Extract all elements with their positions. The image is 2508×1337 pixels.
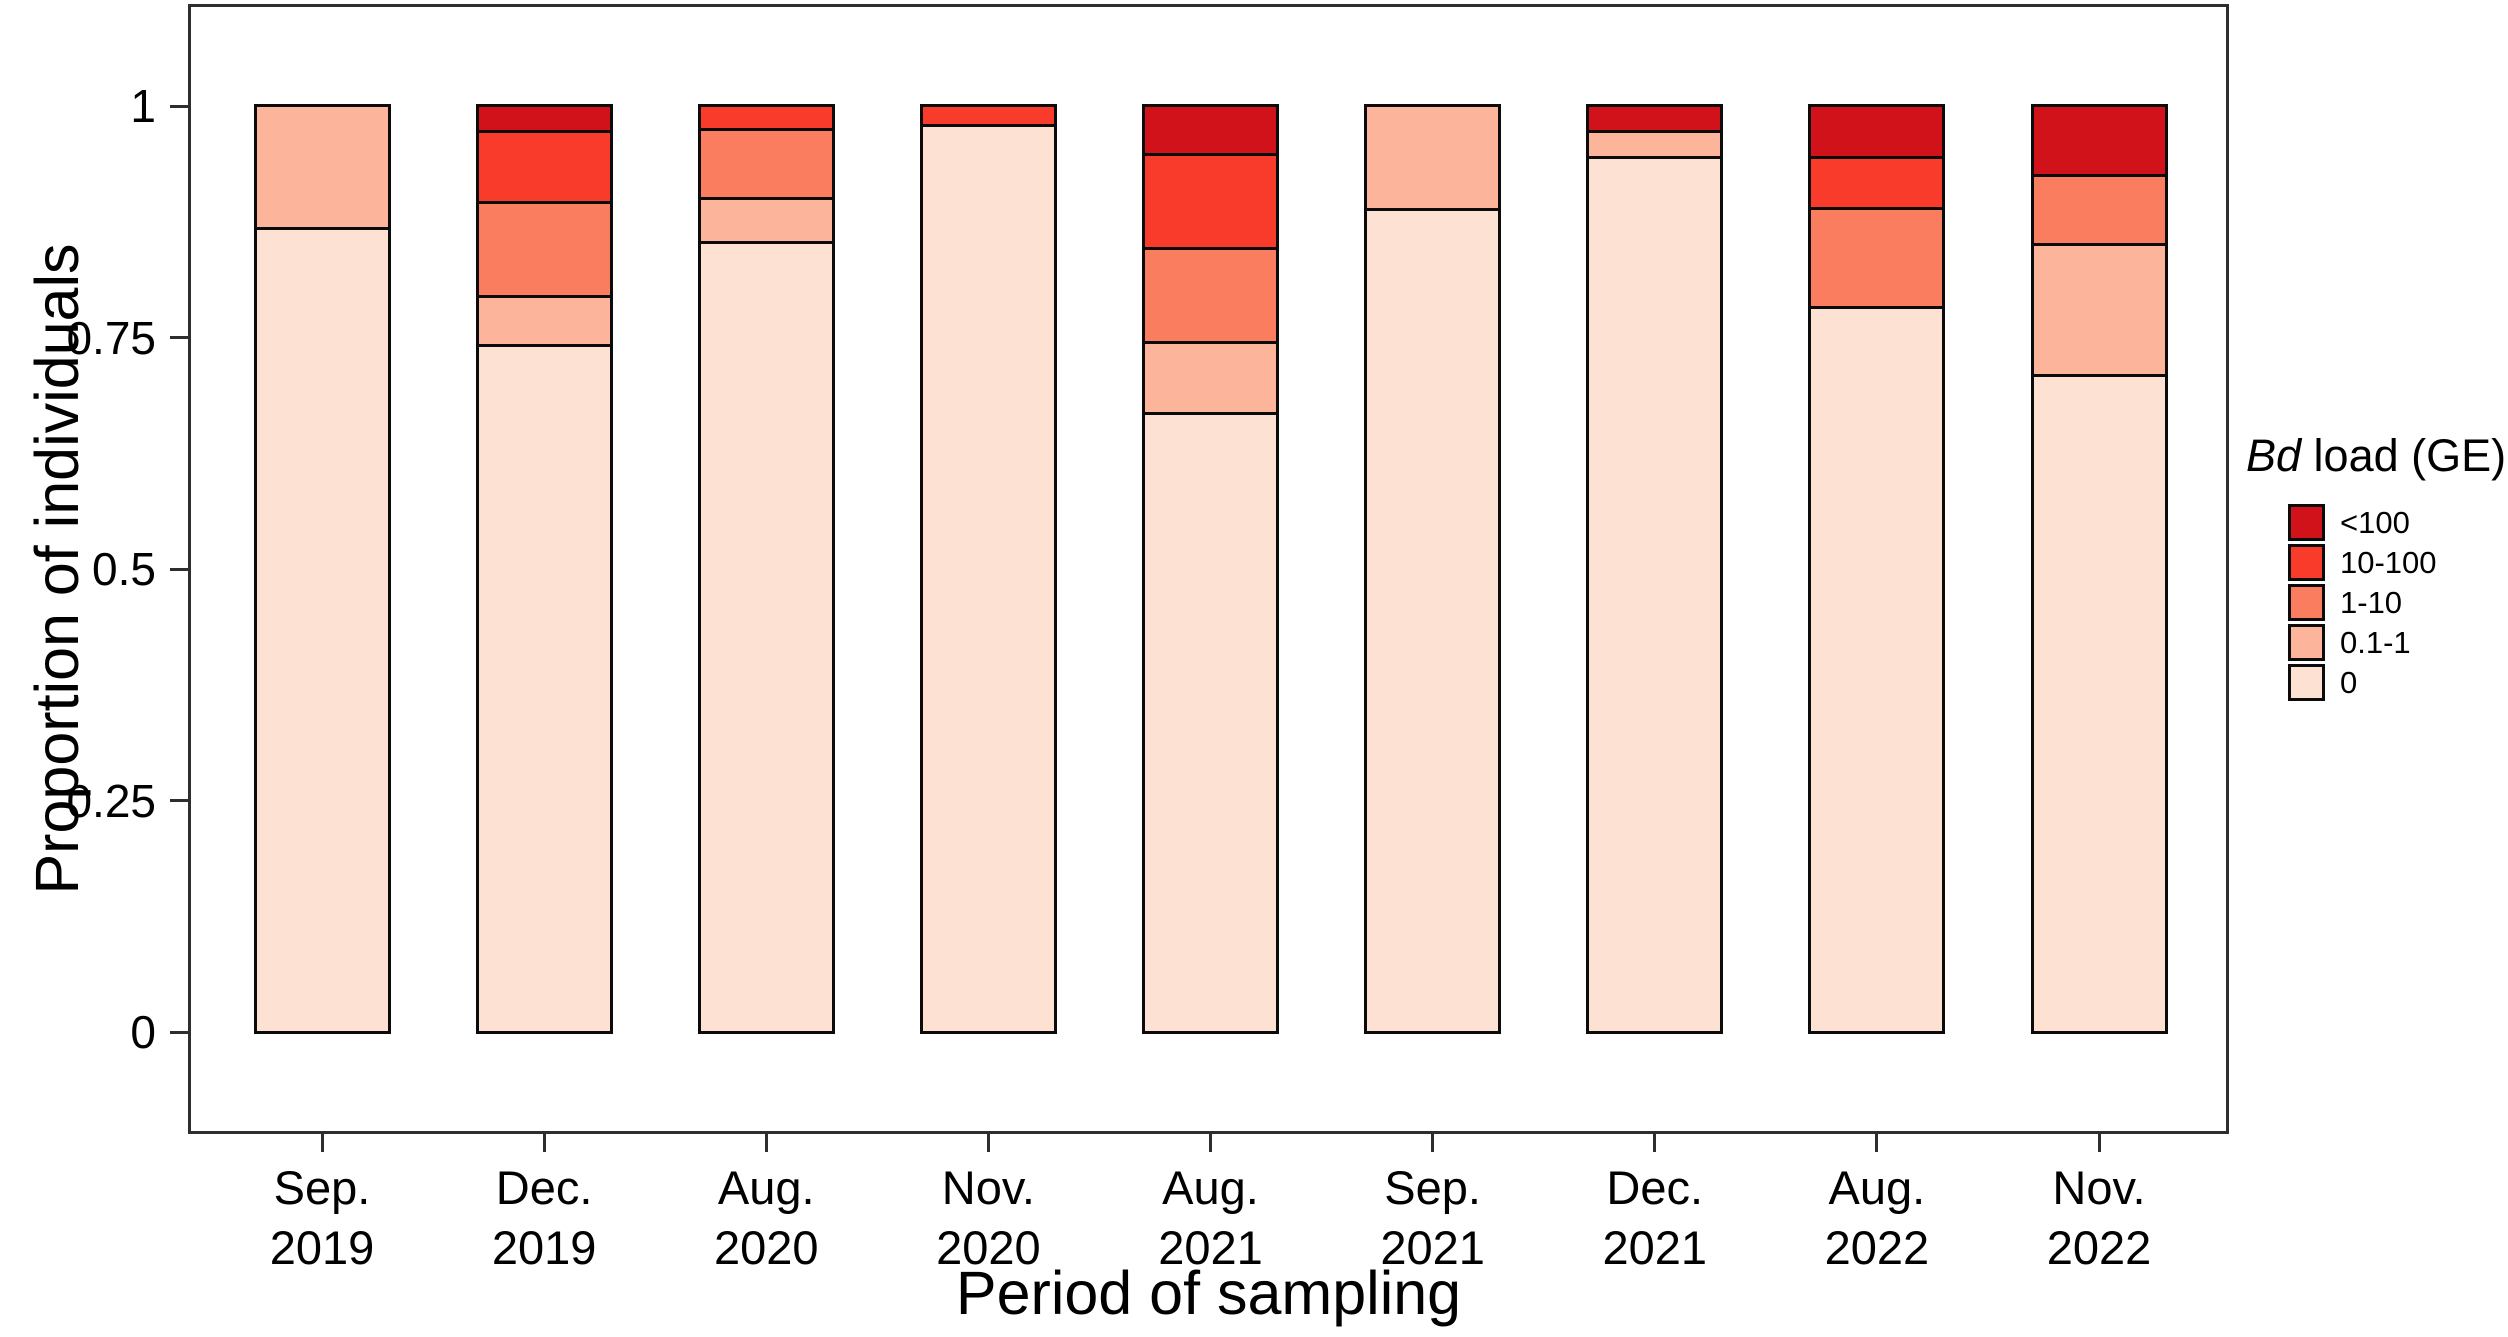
y-axis-tick: [170, 104, 188, 108]
bar-segment: [1589, 107, 1721, 133]
legend-title-italic: Bd: [2246, 430, 2302, 481]
bar-segment: [256, 107, 388, 230]
x-axis-tick: [1653, 1134, 1657, 1152]
bar-segment: [478, 298, 610, 347]
bar-segment: [1145, 344, 1276, 416]
legend-title: Bd load (GE): [2246, 432, 2506, 480]
bar-segment: [700, 244, 832, 1031]
y-tick-label: 1: [130, 80, 156, 132]
bar-segment: [478, 204, 610, 299]
legend-item-label: <100: [2340, 505, 2410, 540]
bar-segment: [2033, 245, 2165, 377]
x-tick-label: Nov. 2022: [2046, 1161, 2152, 1274]
legend-swatch: [2288, 584, 2325, 621]
bar-segment: [1367, 107, 1499, 212]
stacked-bar: [253, 104, 391, 1034]
bar-segment: [922, 126, 1054, 1031]
x-axis-tick: [1209, 1134, 1212, 1152]
x-tick-label: Sep. 2019: [269, 1161, 375, 1274]
bar-segment: [1811, 107, 1943, 159]
x-tick-label: Nov. 2020: [936, 1161, 1041, 1274]
stacked-bar: [1586, 104, 1724, 1034]
y-tick-label: 0.25: [66, 774, 156, 827]
bar-segment: [1589, 158, 1721, 1031]
x-axis-tick: [320, 1134, 324, 1152]
bar-segment: [700, 131, 832, 200]
legend: Bd load (GE) <100 10-100 1-10 0.1-1 0: [2246, 432, 2506, 701]
y-tick-label: 0.5: [92, 543, 156, 595]
bar-segment: [1811, 210, 1943, 310]
stacked-bar: [1808, 104, 1946, 1034]
legend-item: 0: [2288, 664, 2506, 701]
bar-segment: [478, 132, 610, 205]
legend-title-rest: load (GE): [2301, 430, 2507, 481]
legend-item: <100: [2288, 504, 2506, 541]
legend-item-label: 0.1-1: [2340, 625, 2411, 660]
x-tick-label: Aug. 2021: [1158, 1161, 1263, 1274]
stacked-bar: [475, 104, 613, 1034]
bar-segment: [2033, 107, 2165, 177]
legend-swatch: [2288, 664, 2325, 701]
stacked-bar: [1142, 104, 1279, 1034]
stacked-bar: [1364, 104, 1502, 1034]
bar-segment: [1145, 155, 1276, 250]
bar-segment: [1145, 249, 1276, 344]
bar-segment: [1367, 211, 1499, 1031]
legend-item: 10-100: [2288, 544, 2506, 581]
bar-segment: [1811, 309, 1943, 1031]
stacked-bar: [919, 104, 1057, 1034]
y-axis-tick: [170, 567, 188, 571]
y-tick-label: 0: [130, 1006, 156, 1058]
bar-segment: [700, 199, 832, 245]
bar-segment: [1811, 158, 1943, 210]
x-axis-title: Period of sampling: [955, 1259, 1462, 1327]
stacked-bar: [2030, 104, 2168, 1034]
x-tick-label: Aug. 2022: [1824, 1161, 1930, 1274]
bar-segment: [1145, 107, 1276, 156]
legend-item: 0.1-1: [2288, 624, 2506, 661]
x-axis-tick: [764, 1134, 768, 1152]
y-axis-tick: [170, 1030, 188, 1034]
bar-segment: [478, 107, 610, 133]
legend-swatch: [2288, 504, 2325, 541]
bar-segment: [2033, 176, 2165, 246]
legend-item-label: 10-100: [2340, 545, 2437, 580]
x-tick-label: Dec. 2021: [1602, 1161, 1708, 1274]
x-tick-label: Dec. 2019: [491, 1161, 597, 1274]
bar-segment: [2033, 376, 2165, 1031]
x-tick-label: Aug. 2020: [713, 1161, 819, 1274]
x-tick-label: Sep. 2021: [1380, 1161, 1485, 1274]
y-axis-tick: [170, 336, 188, 339]
y-axis-tick: [170, 799, 188, 802]
bar-segment: [1589, 132, 1721, 159]
x-axis-tick: [2097, 1134, 2101, 1152]
legend-item: 1-10: [2288, 584, 2506, 621]
x-axis-tick: [1431, 1134, 1435, 1152]
bar-segment: [922, 107, 1054, 127]
y-tick-label: 0.75: [66, 311, 156, 364]
bar-segment: [478, 347, 610, 1031]
legend-item-label: 1-10: [2340, 585, 2403, 620]
x-axis-tick: [542, 1134, 546, 1152]
legend-item-label: 0: [2340, 665, 2358, 700]
legend-swatch: [2288, 624, 2325, 661]
legend-swatch: [2288, 544, 2325, 581]
x-axis-tick: [986, 1134, 990, 1152]
bar-segment: [700, 107, 832, 132]
bar-segment: [256, 229, 388, 1031]
bar-segment: [1145, 415, 1276, 1031]
stacked-bar: [697, 104, 835, 1034]
x-axis-tick: [1875, 1134, 1879, 1152]
